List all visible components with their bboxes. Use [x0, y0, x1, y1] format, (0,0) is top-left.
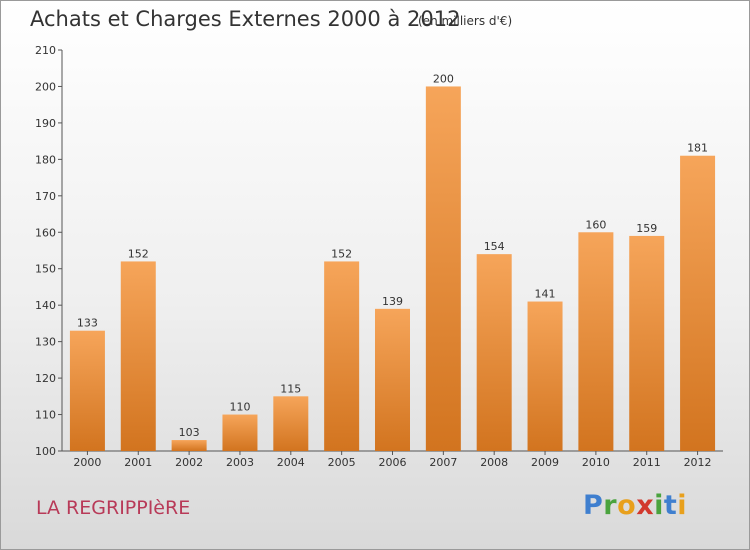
bar-2006	[375, 308, 410, 451]
y-tick-label: 190	[35, 117, 56, 130]
data-label-2005: 152	[331, 247, 352, 260]
x-tick-label-2009: 2009	[531, 456, 559, 469]
y-tick-label: 180	[35, 153, 56, 166]
x-tick-label-2001: 2001	[124, 456, 152, 469]
logo-letter: x	[636, 490, 655, 521]
y-tick-label: 150	[35, 263, 56, 276]
x-tick-label-2003: 2003	[226, 456, 254, 469]
y-tick-label: 210	[35, 44, 56, 57]
bar-2012	[680, 155, 716, 451]
chart-subtitle: (en milliers d'€)	[418, 14, 513, 28]
bar-2004	[273, 396, 309, 451]
x-tick-label-2002: 2002	[175, 456, 203, 469]
data-label-2007: 200	[433, 72, 454, 85]
x-tick-label-2010: 2010	[582, 456, 610, 469]
data-label-2006: 139	[382, 295, 403, 308]
proxiti-logo: Proxiti	[583, 490, 687, 521]
data-label-2012: 181	[687, 142, 708, 155]
logo-letter: P	[583, 490, 604, 521]
x-tick-label-2008: 2008	[480, 456, 508, 469]
data-label-2010: 160	[585, 218, 606, 231]
place-name: LA REGRIPPIèRE	[36, 497, 191, 519]
chart-title: Achats et Charges Externes 2000 à 2012	[30, 7, 461, 31]
data-label-2002: 103	[179, 426, 200, 439]
x-tick-label-2007: 2007	[429, 456, 457, 469]
x-tick-label-2012: 2012	[684, 456, 712, 469]
y-tick-label: 120	[35, 372, 56, 385]
bar-2000	[69, 330, 105, 451]
data-label-2003: 110	[229, 401, 250, 414]
data-label-2000: 133	[77, 317, 98, 330]
y-tick-label: 100	[35, 445, 56, 458]
bar-2007	[425, 86, 461, 452]
bar-2003	[222, 414, 258, 451]
y-tick-label: 170	[35, 190, 56, 203]
data-label-2009: 141	[535, 288, 556, 301]
y-tick-label: 130	[35, 336, 56, 349]
bar-2001	[120, 261, 156, 451]
logo-letter: i	[677, 490, 688, 521]
data-label-2008: 154	[484, 240, 505, 253]
logo-letter: t	[663, 490, 678, 521]
x-tick-label-2000: 2000	[73, 456, 101, 469]
bar-2002	[171, 440, 207, 451]
bar-2011	[629, 235, 665, 451]
bar-2008	[476, 254, 512, 451]
x-tick-label-2004: 2004	[277, 456, 305, 469]
logo-letter: r	[603, 490, 618, 521]
logo-letter: o	[617, 490, 637, 521]
y-tick-label: 140	[35, 299, 56, 312]
data-label-2004: 115	[280, 382, 301, 395]
bar-2010	[578, 232, 614, 451]
logo-letter: i	[654, 490, 664, 521]
bar-2005	[324, 261, 360, 451]
y-tick-label: 110	[35, 409, 56, 422]
data-label-2001: 152	[128, 247, 149, 260]
y-tick-label: 200	[35, 80, 56, 93]
data-label-2011: 159	[636, 222, 657, 235]
x-tick-label-2011: 2011	[633, 456, 661, 469]
x-tick-label-2005: 2005	[328, 456, 356, 469]
x-tick-label-2006: 2006	[379, 456, 407, 469]
y-tick-label: 160	[35, 226, 56, 239]
bar-2009	[527, 301, 563, 451]
